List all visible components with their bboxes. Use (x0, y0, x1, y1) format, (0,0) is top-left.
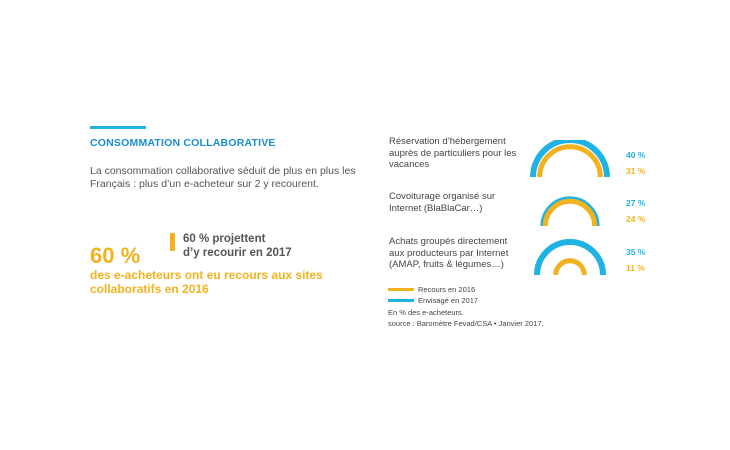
arc-envisage-2017 (530, 140, 610, 178)
question-label-accommodation: Réservation d’hébergement auprès de part… (389, 136, 517, 170)
value-label: 24 % (626, 214, 646, 224)
value-label: 27 % (626, 198, 646, 208)
title-rule (90, 126, 146, 129)
side-stat-value: 60 % projettent (183, 233, 266, 245)
intro-text: La consommation collaborative séduit de … (90, 165, 356, 190)
legend-label-envisage: Envisagé en 2017 (418, 296, 479, 305)
value-label: 35 % (626, 247, 646, 257)
headline-text: des e-acheteurs ont eu recours aux sites… (90, 268, 323, 296)
question-label-carpooling: Covoiturage organisé sur Internet (BlaBl… (389, 191, 496, 214)
side-stat-text: d’y recourir en 2017 (183, 247, 292, 259)
value-label: 31 % (626, 166, 646, 176)
value-label: 11 % (626, 263, 645, 273)
source-note: source : Baromètre Fevad/CSA • Janvier 2… (388, 319, 544, 328)
legend-label-recours: Recours en 2016 (418, 285, 476, 294)
value-label: 40 % (626, 150, 646, 160)
legend-swatch-envisage (388, 299, 414, 302)
side-stat: 60 % projettent d’y recourir en 2017 (183, 232, 292, 260)
arc-recours-2016 (537, 144, 603, 178)
section-title: CONSOMMATION COLLABORATIVE (90, 137, 276, 149)
arc-envisage-2017 (534, 239, 606, 276)
arc-recours-2016 (542, 198, 598, 227)
question-label-group-buying: Achats groupés directement aux producteu… (389, 236, 509, 270)
unit-note: En % des e-acheteurs. (388, 308, 464, 317)
legend-swatch-recours (388, 288, 414, 291)
arc-chart (530, 140, 610, 276)
big-percentage: 60 % (90, 243, 141, 268)
arc-recours-2016 (553, 258, 587, 276)
side-accent-bar (170, 233, 175, 251)
